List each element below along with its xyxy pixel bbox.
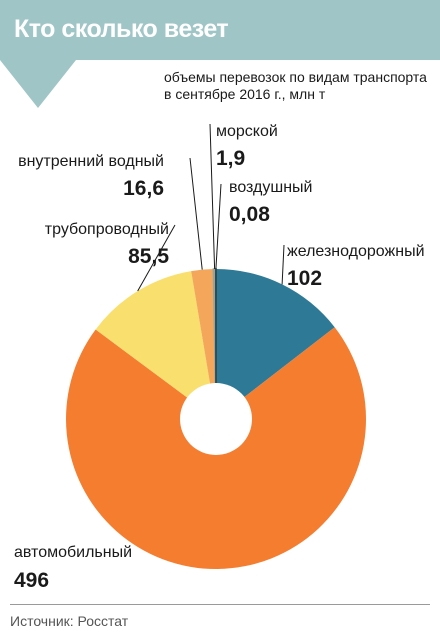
leader-inland-water [189,157,203,270]
donut-hole [180,383,252,455]
chart-subtitle: объемы перевозок по видам транспорта в с… [164,69,434,103]
leader-sea [209,123,216,270]
slice-value-air: 0,08 [229,203,270,226]
label-air: воздушный 0,08 [229,179,312,226]
slice-value-railway: 102 [287,267,322,290]
banner-shape [0,0,440,108]
slice-name-pipeline: трубопроводный [45,221,169,238]
page-title: Кто сколько везет [14,15,229,43]
leader-lines [137,123,285,292]
header-banner [0,0,440,108]
label-railway: железнодорожный 102 [287,243,425,290]
label-inland-water: внутренний водный 16,6 [18,153,164,200]
leader-railway [281,244,285,285]
slice-pipeline [95,271,216,419]
slice-name-auto: автомобильный [14,544,132,561]
slice-value-auto: 496 [14,569,49,592]
slice-name-sea: морской [216,123,278,140]
slice-inland-water [191,269,216,419]
leader-air [215,183,222,270]
slice-value-inland-water: 16,6 [123,177,164,200]
subtitle-line-2: в сентябре 2016 г., млн т [164,86,326,102]
label-auto: автомобильный 496 [14,544,132,592]
slice-value-sea: 1,9 [216,147,245,170]
subtitle-line-1: объемы перевозок по видам транспорта [164,69,427,85]
label-pipeline: трубопроводный 85,5 [45,221,170,268]
slice-value-pipeline: 85,5 [128,245,169,268]
label-sea: морской 1,9 [216,123,278,170]
leader-pipeline [137,224,176,292]
slice-name-railway: железнодорожный [287,243,425,260]
source-note: Источник: Росстат [10,613,129,629]
slice-name-air: воздушный [229,179,312,196]
slice-name-inland-water: внутренний водный [18,153,164,170]
source-divider [10,604,430,605]
slice-railway [216,269,335,419]
